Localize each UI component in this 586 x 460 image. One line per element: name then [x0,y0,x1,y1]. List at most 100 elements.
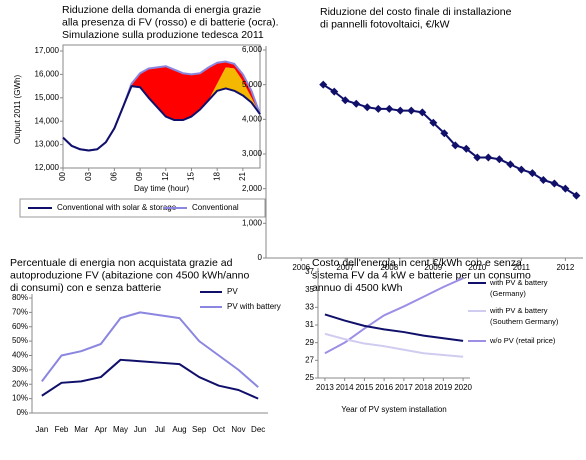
legend-label: Conventional with solar & storage [57,203,177,212]
point-marker [440,129,449,138]
y-axis-label: Output 2011 (GWh) [13,75,22,145]
chart-title: Percentuale di energia non acquistata gr… [10,257,233,269]
x-tick-label: Mar [74,425,88,434]
y-tick-label: 60% [12,322,28,331]
point-marker [561,184,570,193]
point-marker [363,103,372,112]
y-tick-label: 29 [305,338,314,347]
y-tick-label: 35 [305,285,314,294]
point-marker [407,106,416,115]
chart-title: autoproduzione FV (abitazione con 4500 k… [10,269,249,281]
area-fill [63,61,260,151]
x-axis-label: Day time (hour) [134,184,189,193]
x-tick-label: Sep [192,425,207,434]
x-tick-label: 2009 [424,263,442,272]
series-line [322,83,577,197]
x-tick-label: Jul [155,425,165,434]
point-marker [451,141,460,150]
x-tick-label: 2006 [292,263,310,272]
x-tick-label: 2010 [468,263,486,272]
x-tick-label: 2016 [375,383,393,392]
y-tick-label: 14,000 [35,116,60,125]
x-tick-label: 06 [110,171,119,180]
point-marker [396,106,405,115]
series-line [324,332,464,358]
point-marker [319,80,328,89]
point-marker [550,179,559,188]
x-tick-label: 2013 [316,383,334,392]
chart-title: di consumi) con e senza batterie [10,282,161,294]
x-tick-label: 2015 [355,383,373,392]
chart-title: di pannelli fotovoltaici, €/kW [320,18,450,30]
y-tick-label: 10% [12,394,28,403]
x-tick-label: 2018 [415,383,433,392]
x-tick-label: 15 [187,171,196,180]
point-marker [506,160,515,169]
x-tick-label: Dec [251,425,265,434]
y-tick-label: 0% [16,408,28,417]
y-tick-label: 1,000 [242,218,263,227]
x-tick-label: 00 [58,171,67,180]
legend-label: PV [227,287,238,296]
y-tick-label: 27 [305,355,314,364]
chart-title: Costo dell'energia in cent €/kWh con e s… [312,257,522,269]
y-tick-label: 33 [305,302,314,311]
point-marker [495,155,504,164]
x-tick-label: Oct [213,425,226,434]
x-tick-label: 2011 [513,263,531,272]
point-marker [352,99,361,108]
x-tick-label: Jun [134,425,147,434]
y-tick-label: 25 [305,373,314,382]
series-line [62,85,261,152]
chart-title: Riduzione del costo finale di installazi… [320,6,512,18]
legend-label: with PV & battery (Germany) [490,278,548,298]
point-marker [462,144,471,153]
y-tick-label: 30% [12,365,28,374]
x-tick-label: Jan [35,425,48,434]
point-marker [473,153,482,162]
x-tick-label: Nov [231,425,245,434]
point-marker [385,104,394,113]
x-tick-label: 12 [161,171,170,180]
y-tick-label: 80% [12,293,28,302]
y-tick-label: 40% [12,351,28,360]
x-axis-label: Year of PV system installation [341,405,447,414]
y-tick-label: 37 [305,267,314,276]
y-tick-label: 70% [12,307,28,316]
y-tick-label: 6,000 [242,45,263,54]
y-tick-label: 3,000 [242,149,263,158]
legend-label: with PV & battery (Southern Germany) [490,306,559,326]
y-tick-label: 20% [12,379,28,388]
point-marker [374,104,383,113]
y-tick-label: 16,000 [35,70,60,79]
y-tick-label: 15,000 [35,93,60,102]
x-tick-label: 2008 [380,263,398,272]
x-tick-label: 18 [212,171,221,180]
chart-title: sistema FV da 4 kW e batterie per un con… [312,269,531,281]
legend-label: PV with battery [227,302,281,311]
chart-title: alla presenza di FV (rosso) e di batteri… [62,16,279,28]
series-line [41,311,259,388]
x-tick-label: 2020 [454,383,472,392]
legend-label: Conventional [192,203,239,212]
point-marker [528,169,537,178]
point-marker [517,165,526,174]
x-tick-label: 09 [135,171,144,180]
legend-label: w/o PV (retail price) [490,336,556,345]
point-marker [330,87,339,96]
x-tick-label: May [113,425,128,434]
series-line [41,358,259,400]
y-tick-label: 31 [305,320,314,329]
point-marker [429,118,438,127]
point-marker [484,153,493,162]
y-tick-label: 50% [12,336,28,345]
x-tick-label: Aug [172,425,186,434]
x-tick-label: 2012 [556,263,574,272]
y-tick-label: 12,000 [35,163,60,172]
point-marker [418,108,427,117]
x-tick-label: 2019 [434,383,452,392]
y-tick-label: 5,000 [242,80,263,89]
y-tick-label: 13,000 [35,140,60,149]
